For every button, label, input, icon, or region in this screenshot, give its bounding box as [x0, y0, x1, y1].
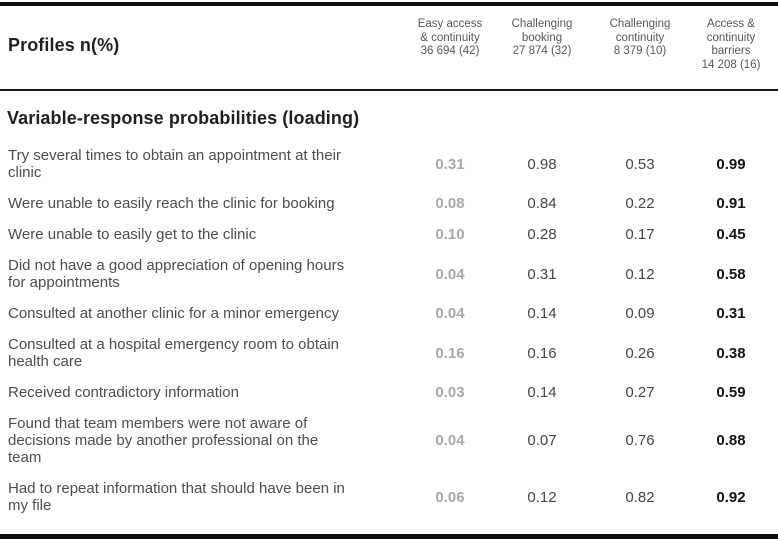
probability-cell: 0.08: [435, 195, 465, 212]
probability-cell: 0.22: [625, 195, 655, 212]
probability-cell: 0.59: [716, 384, 746, 401]
table-title: Profiles n(%): [0, 4, 412, 91]
column-header-access-continuity-barriers: Access & continuity barriers 14 208 (16): [684, 4, 778, 91]
row-label: Try several times to obtain an appointme…: [8, 147, 341, 181]
probability-cell: 0.58: [716, 265, 746, 283]
table-row: Were unable to easily reach the clinic f…: [0, 188, 778, 219]
probability-cell: 0.28: [527, 226, 557, 243]
probability-cell: 0.91: [716, 195, 746, 212]
probability-cell: 0.16: [435, 344, 465, 362]
probability-cell: 0.99: [716, 155, 746, 173]
probability-cell: 0.12: [527, 488, 557, 506]
table-row: Found that team members were not aware o…: [0, 408, 778, 473]
probability-cell: 0.06: [435, 488, 465, 506]
probability-cell: 0.10: [435, 226, 465, 243]
probability-cell: 0.04: [435, 265, 465, 283]
probability-cell: 0.88: [716, 432, 746, 449]
column-header-label: Challenging continuity: [609, 18, 671, 44]
column-header-count: 8 379 (10): [613, 45, 667, 57]
probability-cell: 0.92: [716, 488, 746, 506]
probability-cell: 0.84: [527, 195, 557, 212]
table-row: Did not have a good appreciation of open…: [0, 250, 778, 298]
column-header-label: Easy access & continuity: [417, 18, 483, 44]
column-header-challenging-continuity: Challenging continuity 8 379 (10): [596, 4, 684, 91]
section-title: Variable-response probabilities (loading…: [7, 108, 360, 128]
column-header-challenging-booking: Challenging booking 27 874 (32): [488, 4, 596, 91]
column-header-easy-access-continuity: Easy access & continuity 36 694 (42): [412, 4, 488, 91]
table-row: Had to repeat information that should ha…: [0, 473, 778, 537]
probability-cell: 0.26: [625, 344, 655, 362]
table-row: Received contradictory information 0.03 …: [0, 377, 778, 408]
row-label: Received contradictory information: [8, 384, 239, 401]
probability-cell: 0.98: [527, 155, 557, 173]
column-header-label: Access & continuity barriers: [706, 18, 756, 57]
column-header-count: 27 874 (32): [512, 45, 572, 57]
probability-cell: 0.53: [625, 155, 655, 173]
column-header-label: Challenging booking: [511, 18, 573, 44]
row-label: Were unable to easily reach the clinic f…: [8, 195, 335, 212]
row-label: Did not have a good appreciation of open…: [8, 257, 345, 291]
probability-cell: 0.45: [716, 226, 746, 243]
probability-cell: 0.04: [435, 432, 465, 449]
probability-cell: 0.07: [527, 432, 557, 449]
section-row: Variable-response probabilities (loading…: [0, 90, 778, 140]
probability-cell: 0.03: [435, 384, 465, 401]
probability-cell: 0.09: [625, 305, 655, 322]
probability-cell: 0.31: [435, 155, 465, 173]
row-label: Found that team members were not aware o…: [8, 415, 319, 466]
table-row: Were unable to easily get to the clinic …: [0, 219, 778, 250]
probability-cell: 0.31: [527, 265, 557, 283]
row-label: Consulted at a hospital emergency room t…: [8, 336, 340, 370]
probability-cell: 0.76: [625, 432, 655, 449]
row-label: Had to repeat information that should ha…: [8, 480, 345, 514]
probability-cell: 0.82: [625, 488, 655, 506]
probability-cell: 0.17: [625, 226, 655, 243]
probability-cell: 0.27: [625, 384, 655, 401]
probability-cell: 0.16: [527, 344, 557, 362]
row-label: Were unable to easily get to the clinic: [8, 226, 257, 243]
probability-cell: 0.38: [716, 344, 746, 362]
header-row: Profiles n(%) Easy access & continuity 3…: [0, 4, 778, 91]
table-row: Consulted at a hospital emergency room t…: [0, 329, 778, 377]
row-label: Consulted at another clinic for a minor …: [8, 305, 339, 322]
table-row: Consulted at another clinic for a minor …: [0, 298, 778, 329]
column-header-count: 14 208 (16): [701, 58, 761, 71]
table-row: Try several times to obtain an appointme…: [0, 140, 778, 188]
probability-cell: 0.31: [716, 305, 746, 322]
column-header-count: 36 694 (42): [420, 45, 480, 57]
probability-cell: 0.04: [435, 305, 465, 322]
probability-cell: 0.12: [625, 265, 655, 283]
probability-cell: 0.14: [527, 384, 557, 401]
probability-cell: 0.14: [527, 305, 557, 322]
